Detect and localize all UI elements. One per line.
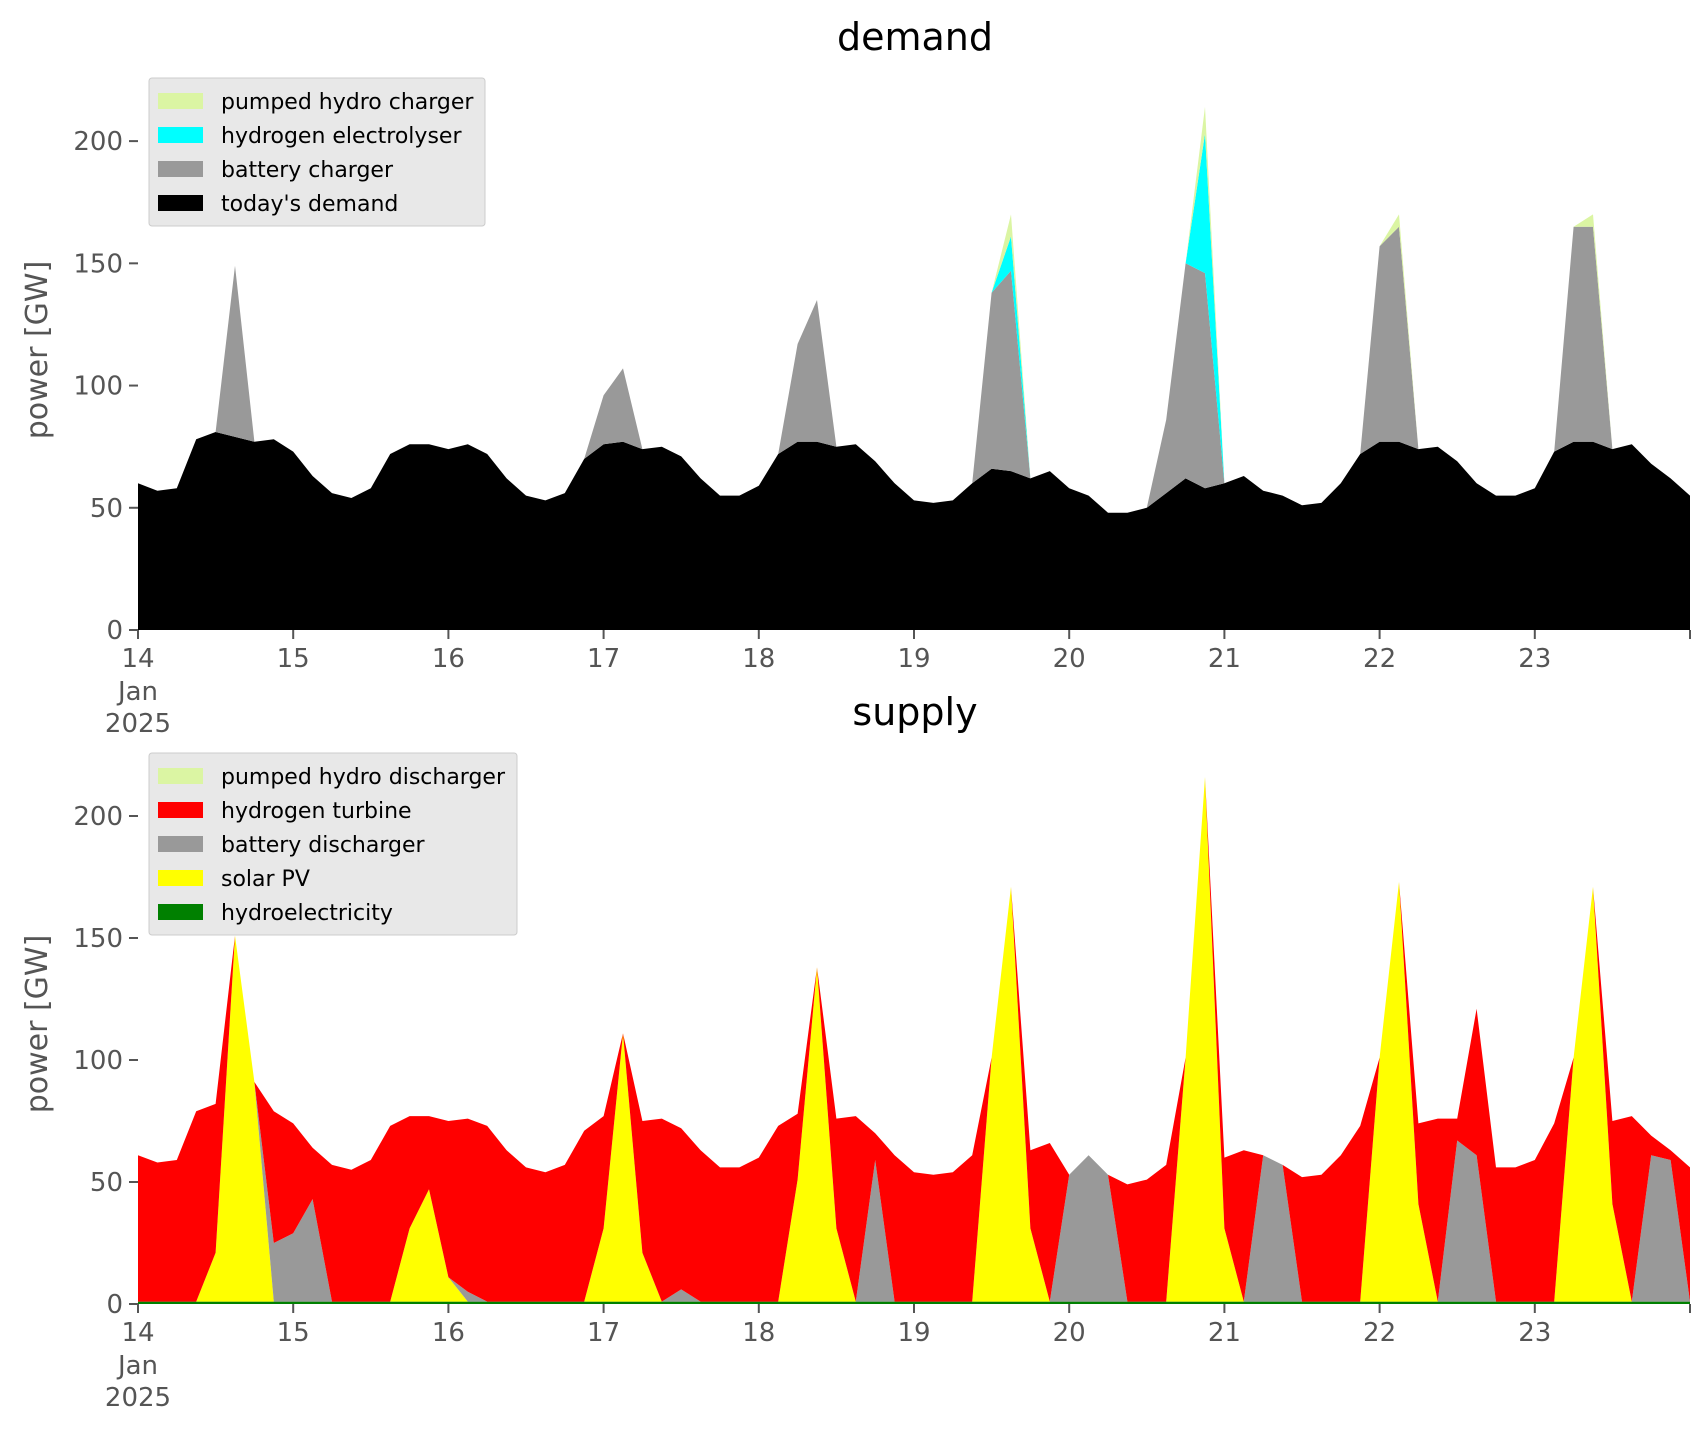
y-tick-label: 0 <box>106 1290 123 1320</box>
demand-title: demand <box>837 15 993 59</box>
legend-swatch-today-s-demand <box>158 195 203 211</box>
area-hydrogen-turbine <box>138 777 1690 1302</box>
demand-plot-area <box>138 106 1690 630</box>
legend-swatch-hydrogen-turbine <box>158 802 203 818</box>
x-tick-label: 15 <box>277 644 310 674</box>
legend-label-pumped-hydro-discharger: pumped hydro discharger <box>221 765 506 790</box>
x-tick-label: 15 <box>277 1318 310 1348</box>
supply-y-axis: 0 50 100 150 200 <box>73 802 138 1320</box>
legend-swatch-pumped-hydro-charger <box>158 93 203 109</box>
x-tick-label: 22 <box>1363 1318 1396 1348</box>
x-tick-label: 21 <box>1208 1318 1241 1348</box>
y-tick-label: 100 <box>73 372 123 402</box>
x-tick-label: 14 <box>121 1318 154 1348</box>
x-tick-label: 23 <box>1518 1318 1551 1348</box>
x-tick-label: 18 <box>742 1318 775 1348</box>
demand-y-axis-label: power [GW] <box>20 261 55 440</box>
x-tick-label: 20 <box>1053 1318 1086 1348</box>
y-tick-label: 150 <box>73 249 123 279</box>
y-tick-label: 50 <box>90 1168 123 1198</box>
y-tick-label: 50 <box>90 494 123 524</box>
legend-box <box>148 752 518 936</box>
y-tick-label: 200 <box>73 802 123 832</box>
y-tick-label: 200 <box>73 127 123 157</box>
area-battery-discharger <box>138 777 1690 1302</box>
legend-label-hydrogen-turbine: hydrogen turbine <box>221 799 412 824</box>
x-tick-label: 16 <box>432 1318 465 1348</box>
supply-plot-area <box>138 777 1690 1304</box>
legend-swatch-hydrogen-electrolyser <box>158 127 203 143</box>
legend-label-battery-charger: battery charger <box>221 158 394 183</box>
demand-legend: pumped hydro charger hydrogen electrolyse… <box>148 77 486 227</box>
x-tick-label: 19 <box>897 644 930 674</box>
x-tick-month-label: Jan <box>116 677 158 707</box>
legend-swatch-battery-discharger <box>158 836 203 852</box>
legend-label-hydroelectricity: hydroelectricity <box>221 901 393 926</box>
legend-swatch-pumped-hydro-discharger <box>158 768 203 784</box>
legend-swatch-solar-pv <box>158 870 203 886</box>
x-tick-year-label: 2025 <box>105 1383 171 1413</box>
y-tick-label: 150 <box>73 924 123 954</box>
x-tick-year-label: 2025 <box>105 709 171 739</box>
x-tick-label: 19 <box>897 1318 930 1348</box>
demand-y-axis: 0 50 100 150 200 <box>73 127 138 646</box>
y-tick-label: 0 <box>106 616 123 646</box>
x-tick-label: 16 <box>432 644 465 674</box>
legend-box <box>148 77 486 227</box>
legend-label-hydrogen-electrolyser: hydrogen electrolyser <box>221 124 462 149</box>
area-today-s-demand <box>138 432 1690 630</box>
y-tick-label: 100 <box>73 1046 123 1076</box>
legend-swatch-battery-charger <box>158 161 203 177</box>
legend-label-battery-discharger: battery discharger <box>221 833 426 858</box>
x-tick-label: 22 <box>1363 644 1396 674</box>
supply-legend: pumped hydro discharger hydrogen turbine b… <box>148 752 518 936</box>
x-tick-label: 17 <box>587 644 620 674</box>
legend-swatch-hydroelectricity <box>158 904 203 920</box>
x-tick-label: 23 <box>1518 644 1551 674</box>
supply-y-axis-label: power [GW] <box>20 935 55 1114</box>
legend-label-today-s-demand: today's demand <box>221 192 398 217</box>
supply-title: supply <box>852 690 977 734</box>
x-tick-label: 21 <box>1208 644 1241 674</box>
area-hydroelectricity <box>138 1301 1690 1304</box>
legend-label-solar-pv: solar PV <box>221 867 310 892</box>
x-tick-label: 14 <box>121 644 154 674</box>
x-tick-label: 20 <box>1053 644 1086 674</box>
x-tick-label: 17 <box>587 1318 620 1348</box>
area-battery-charger <box>138 226 1690 513</box>
x-tick-label: 18 <box>742 644 775 674</box>
x-tick-month-label: Jan <box>116 1351 158 1381</box>
legend-label-pumped-hydro-charger: pumped hydro charger <box>221 90 474 115</box>
